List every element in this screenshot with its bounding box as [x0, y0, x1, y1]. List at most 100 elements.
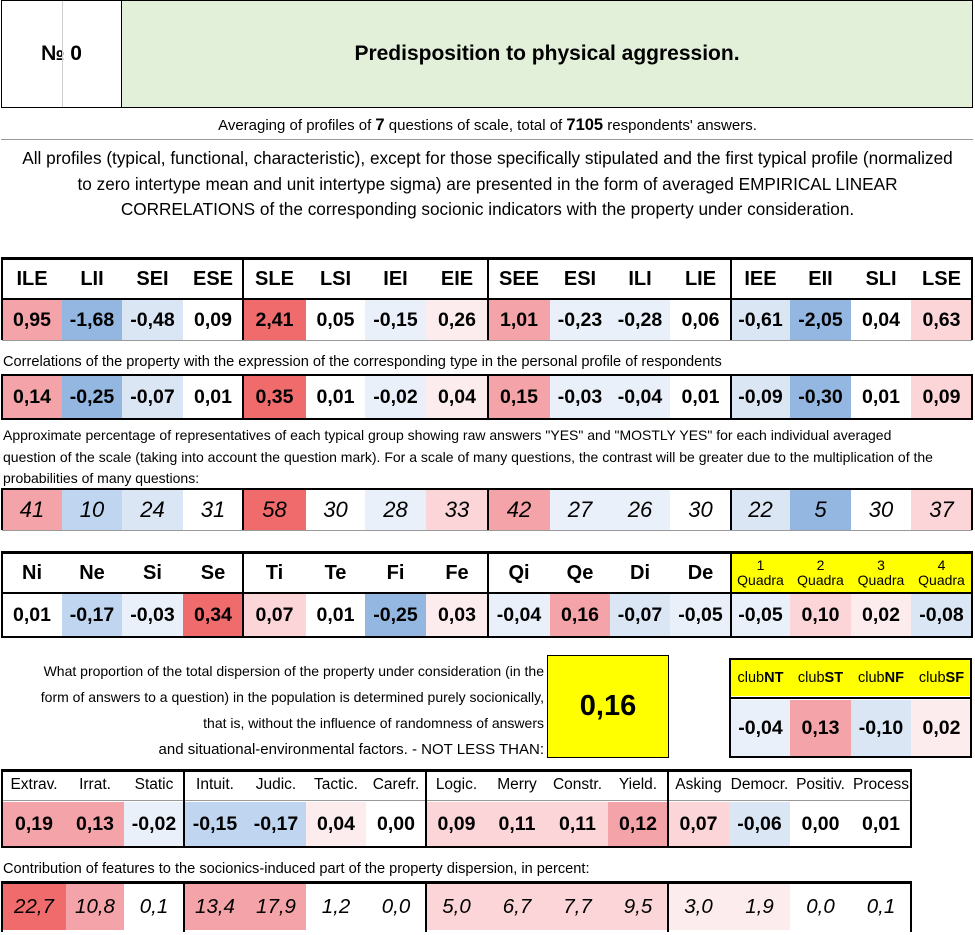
function-label-ne: Ne — [79, 561, 105, 584]
typical-profile-value: 0,09 — [183, 300, 243, 340]
dispersion-value: 0,16 — [579, 690, 637, 722]
type-percentage-value: 27 — [550, 490, 610, 530]
club-label-sf: club SF — [911, 660, 972, 696]
quadra-label-2: 2 Quadra — [790, 554, 851, 592]
functions-group-divider — [242, 551, 244, 638]
pct-group-divider — [242, 488, 244, 530]
clubs-bottom-border — [729, 756, 972, 758]
quadra-number: 3 — [877, 557, 885, 573]
clubs-left-border — [729, 658, 731, 758]
trait-label-tactic: Tactic. — [314, 776, 358, 793]
trait-value: 0,11 — [547, 802, 608, 846]
type-label-lse: LSE — [922, 267, 961, 290]
type-percentage-value: 33 — [426, 490, 488, 530]
club-label-nt: club NT — [731, 660, 790, 696]
typical-profile-value: -0,48 — [122, 300, 183, 340]
trait-value: 0,12 — [608, 802, 668, 846]
club-suffix: SF — [945, 670, 965, 686]
types-group-divider — [487, 257, 489, 340]
type-correlation-value: 0,01 — [183, 376, 243, 418]
function-value: 0,34 — [183, 594, 243, 636]
club-label-nf: club NF — [851, 660, 911, 696]
trait-contribution-value: 3,0 — [668, 884, 729, 930]
typical-profile-value: 0,63 — [911, 300, 972, 340]
type-correlation-value: 0,15 — [488, 376, 550, 418]
function-label-qi: Qi — [508, 561, 530, 584]
club-prefix: club — [858, 670, 885, 686]
typical-profile-value: -0,15 — [365, 300, 426, 340]
trait-label-static: Static — [134, 776, 174, 793]
type-percentage-value: 42 — [488, 490, 550, 530]
type-percentage-value: 41 — [2, 490, 62, 530]
type-label-sle: SLE — [255, 267, 294, 290]
clubs-right-border — [970, 658, 972, 758]
traits-bottom-border — [2, 846, 912, 848]
type-correlation-value: 0,14 — [2, 376, 62, 418]
type-label-eie: EIE — [440, 267, 474, 290]
trait-label-positiv: Positiv. — [796, 776, 845, 793]
trait-contribution-value: 6,7 — [487, 884, 547, 930]
function-value: -0,05 — [670, 594, 731, 636]
club-prefix: club — [918, 670, 946, 686]
dispersion-text-last: and situational-environmental factors. -… — [158, 741, 544, 758]
typical-profile-value: -2,05 — [790, 300, 851, 340]
trait-label-carefr: Carefr. — [372, 776, 420, 793]
function-label-si: Si — [143, 561, 162, 584]
traits-group-divider — [910, 769, 912, 848]
quadra-word: Quadra — [797, 572, 844, 588]
club-prefix: club — [797, 670, 825, 686]
function-label-qe: Qe — [566, 561, 594, 584]
contrib-group-divider — [910, 881, 912, 932]
corr-group-divider — [242, 374, 244, 420]
function-label-fe: Fe — [445, 561, 469, 584]
pct-group-divider — [971, 488, 973, 530]
traits-group-divider — [1, 769, 3, 848]
types-group-divider — [242, 257, 244, 340]
function-label-ti: Ti — [265, 561, 284, 584]
traits-group-divider — [667, 769, 669, 848]
type-percentage-value: 10 — [62, 490, 122, 530]
trait-label-merry: Merry — [497, 776, 537, 793]
functions-group-divider — [1, 551, 3, 638]
function-value: -0,17 — [62, 594, 122, 636]
trait-label-constr: Constr. — [552, 776, 603, 793]
club-suffix: NF — [884, 670, 904, 686]
trait-contribution-value: 0,1 — [851, 884, 911, 930]
club-label-st: club ST — [790, 660, 851, 696]
row-number-text: № 0 — [41, 42, 82, 65]
trait-contribution-value: 22,7 — [2, 884, 66, 930]
typical-profile-value: -0,61 — [731, 300, 790, 340]
header-faint-divider — [62, 1, 63, 107]
dispersion-text: What proportion of the total dispersion … — [40, 663, 544, 731]
trait-contribution-value: 1,9 — [729, 884, 790, 930]
type-correlation-value: -0,04 — [610, 376, 670, 418]
trait-contribution-value: 7,7 — [547, 884, 608, 930]
quadra-label-4: 4 Quadra — [911, 554, 972, 592]
trait-contribution-value: 0,0 — [366, 884, 426, 930]
averaging-divider — [1, 139, 973, 140]
type-label-eii: EII — [808, 267, 833, 290]
trait-contribution-value: 9,5 — [608, 884, 668, 930]
averaging-line: Averaging of profiles of 7 questions of … — [0, 112, 975, 138]
trait-value: 0,11 — [487, 802, 547, 846]
type-label-ile: ILE — [16, 267, 48, 290]
type-correlation-value: 0,01 — [306, 376, 365, 418]
typical-profile-value: 0,04 — [851, 300, 911, 340]
contribution-note: Contribution of features to the socionic… — [3, 861, 590, 877]
page-title: Predisposition to physical aggression. — [354, 42, 740, 65]
type-label-iee: IEE — [744, 267, 777, 290]
contrib-group-divider — [1, 881, 3, 932]
quadra-value: -0,08 — [911, 594, 972, 636]
functions-group-divider — [730, 551, 732, 638]
type-percentage-value: 22 — [731, 490, 790, 530]
corr-group-divider — [487, 374, 489, 420]
contrib-top-border — [2, 881, 912, 884]
club-value: -0,04 — [731, 700, 790, 756]
trait-label-process: Process — [853, 776, 909, 793]
typical-profile-value: -0,28 — [610, 300, 670, 340]
quadra-value: 0,10 — [790, 594, 851, 636]
type-correlation-value: 0,35 — [243, 376, 306, 418]
trait-contribution-value: 13,4 — [184, 884, 246, 930]
type-percentage-value: 24 — [122, 490, 183, 530]
quadra-word: Quadra — [918, 572, 965, 588]
